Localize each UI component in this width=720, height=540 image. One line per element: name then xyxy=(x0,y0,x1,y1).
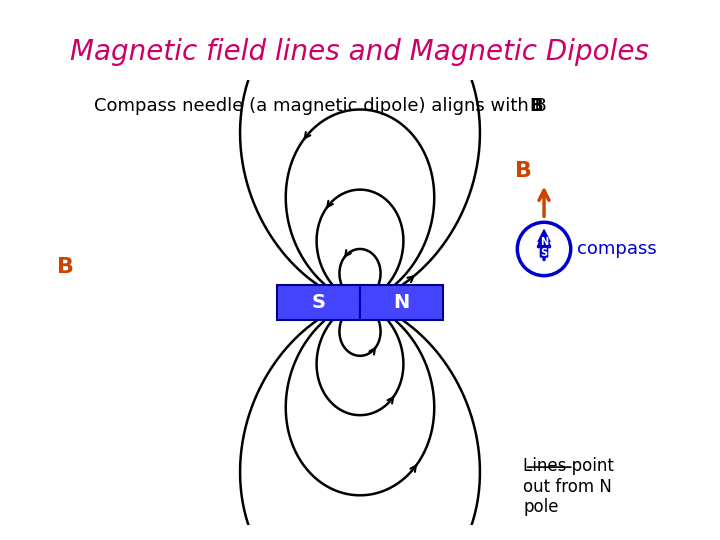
Text: compass: compass xyxy=(577,240,657,258)
Text: B: B xyxy=(58,257,74,277)
FancyArrow shape xyxy=(538,230,550,257)
Text: N: N xyxy=(393,293,410,312)
Text: Compass needle (a magnetic dipole) aligns with B: Compass needle (a magnetic dipole) align… xyxy=(94,97,546,115)
FancyBboxPatch shape xyxy=(360,285,443,320)
Text: S: S xyxy=(541,248,548,258)
Text: B: B xyxy=(529,97,543,115)
Text: N: N xyxy=(540,237,548,247)
FancyBboxPatch shape xyxy=(277,285,360,320)
Text: B: B xyxy=(515,161,532,181)
Text: Lines point
out from N
pole: Lines point out from N pole xyxy=(523,457,614,516)
Text: Magnetic field lines and Magnetic Dipoles: Magnetic field lines and Magnetic Dipole… xyxy=(71,38,649,66)
Text: S: S xyxy=(312,293,325,312)
